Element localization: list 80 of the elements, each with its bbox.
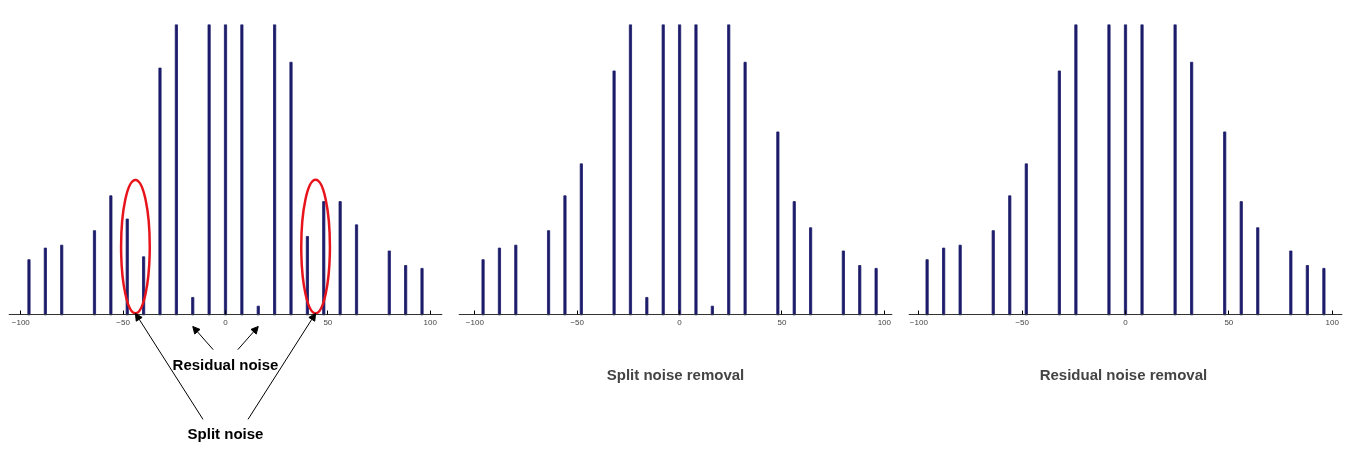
x-tick-label: −100 (909, 317, 929, 327)
bar (514, 244, 518, 316)
bar (481, 259, 485, 316)
bar (727, 24, 731, 316)
bar (661, 24, 665, 316)
bar (1173, 24, 1177, 316)
bar (645, 297, 649, 316)
x-tick-label: 100 (877, 317, 892, 327)
bar (841, 250, 845, 316)
x-axis-title: Split noise removal (606, 365, 745, 383)
bar (1322, 267, 1326, 316)
bar (109, 195, 113, 316)
x-tick-label: −100 (465, 317, 485, 327)
x-tick-label: 50 (323, 317, 333, 327)
bar (387, 250, 391, 316)
bar (743, 61, 747, 316)
bar (1289, 250, 1293, 316)
bar (1074, 24, 1078, 316)
x-tick-label: 100 (423, 317, 438, 327)
bar (1305, 265, 1309, 316)
x-tick-label: −100 (11, 317, 31, 327)
bar (354, 224, 359, 316)
bar (125, 218, 129, 316)
bar (322, 201, 326, 316)
bar (1223, 131, 1227, 316)
bar (60, 244, 64, 316)
text: Residual noise (172, 355, 279, 373)
bar (158, 67, 162, 316)
x-tick-label: 0 (223, 317, 229, 327)
bar (27, 259, 31, 316)
bar (256, 305, 260, 316)
x-tick-label: −50 (1015, 317, 1030, 327)
x-tick-label: 50 (1224, 317, 1234, 327)
bar (273, 24, 277, 316)
x-tick-label: −50 (116, 317, 131, 327)
bar (1057, 70, 1061, 316)
bar (563, 195, 567, 316)
x-tick-label: −50 (570, 317, 585, 327)
bar (628, 24, 632, 316)
bar (547, 230, 551, 316)
bar (1123, 24, 1128, 316)
bar (289, 61, 293, 316)
bar (1008, 195, 1012, 316)
x-tick-label: 100 (1325, 317, 1340, 327)
bar (874, 267, 878, 316)
bar (858, 265, 862, 316)
x-tick-label: 0 (677, 317, 683, 327)
bar (678, 24, 682, 316)
bar (223, 24, 228, 316)
bar (694, 24, 698, 316)
bar (925, 259, 929, 316)
bar (92, 230, 97, 316)
bar (191, 297, 195, 316)
bar (710, 305, 714, 316)
bar (207, 24, 211, 316)
bar (1239, 201, 1243, 316)
bar (776, 131, 780, 316)
bar (174, 24, 178, 316)
bar (612, 70, 616, 316)
bar (809, 227, 813, 316)
bar (1256, 227, 1260, 316)
bar (792, 201, 796, 316)
bar (43, 247, 47, 316)
bar (942, 247, 946, 316)
bar (338, 201, 342, 316)
bar (497, 247, 501, 316)
bar (958, 244, 962, 316)
bar (991, 230, 995, 316)
bar (1107, 24, 1111, 316)
bar (1140, 24, 1144, 316)
bar (579, 163, 583, 316)
bar (404, 265, 408, 316)
x-tick-label: 50 (777, 317, 787, 327)
x-axis-title: Residual noise removal (1039, 365, 1208, 383)
text: Split noise (187, 425, 264, 443)
x-tick-label: 0 (1123, 317, 1129, 327)
bar (240, 24, 244, 316)
bar (1190, 61, 1194, 316)
bar (420, 267, 424, 316)
bar (1024, 163, 1028, 316)
